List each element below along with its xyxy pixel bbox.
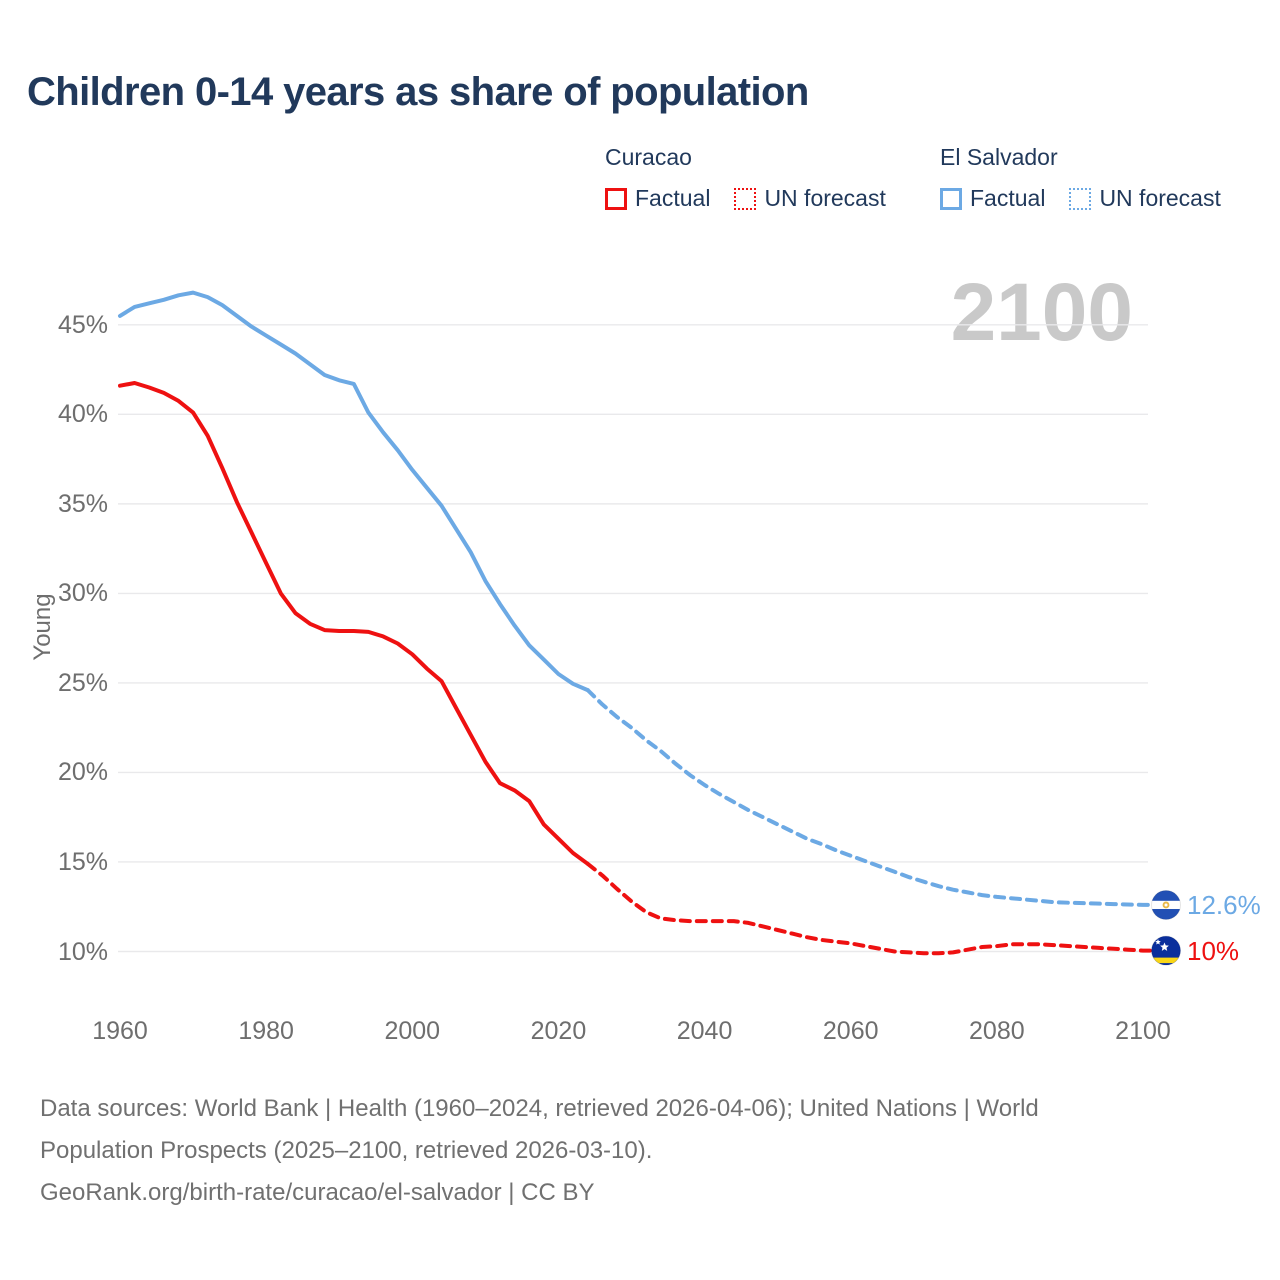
legend-item-curacao-factual[interactable]: Factual [605,185,710,212]
attribution-link[interactable]: GeoRank.org/birth-rate/curacao/el-salvad… [40,1179,595,1206]
legend-series-name: Curacao [605,144,692,170]
legend-item-label: Factual [635,185,711,211]
legend-swatch-solid-blue-icon [940,187,962,210]
data-sources-line-1: Data sources: World Bank | Health (1960–… [40,1095,1039,1122]
legend-row: Factual UN forecast [605,185,910,212]
legend-series-name: El Salvador [940,144,1058,170]
legend-row: Factual UN forecast [940,185,1245,212]
flag-icon-curacao [1151,935,1181,966]
legend-item-label: UN forecast [1099,185,1221,211]
legend-item-el-salvador-forecast[interactable]: UN forecast [1069,185,1221,212]
legend-item-label: Factual [970,185,1046,211]
legend-item-el-salvador-factual[interactable]: Factual [940,185,1045,212]
legend-swatch-solid-red-icon [605,187,627,210]
series-line-forecast-el-salvador [585,688,1155,907]
legend-group-curacao: Curacao Factual UN forecast [605,144,910,212]
legend-swatch-dotted-red-icon [734,187,757,210]
page-title: Children 0-14 years as share of populati… [27,70,809,114]
data-sources-line-2: Population Prospects (2025–2100, retriev… [40,1137,653,1164]
series-line-forecast-curacao [585,861,1155,956]
legend-swatch-dotted-blue-icon [1069,187,1092,210]
series-line-factual-el-salvador [118,290,590,693]
source-footer: Data sources: World Bank | Health (1960–… [40,1088,1160,1214]
legend-item-label: UN forecast [764,185,886,211]
legend-group-el-salvador: El Salvador Factual UN forecast [940,144,1245,212]
legend-item-curacao-forecast[interactable]: UN forecast [734,185,886,212]
flag-icon-el-salvador [1151,889,1181,920]
series-line-factual-curacao [118,381,590,866]
watermark-year: 2100 [950,267,1133,358]
